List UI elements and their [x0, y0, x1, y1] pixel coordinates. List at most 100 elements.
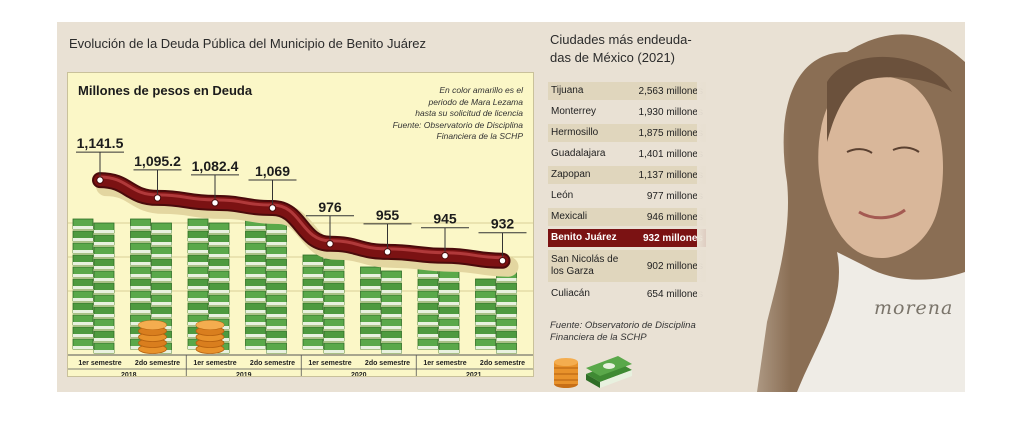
bill-edge: [94, 230, 114, 233]
bill-edge: [94, 326, 114, 329]
bill-edge: [324, 290, 344, 293]
year-label: 2020: [351, 372, 367, 377]
city-name: Hermosillo: [551, 127, 598, 139]
data-label: 1,095.2: [134, 153, 181, 169]
bill-edge: [188, 226, 208, 229]
bill-edge: [476, 310, 496, 313]
city-value: 654 millones: [647, 289, 703, 300]
bill-edge: [131, 310, 151, 313]
bill-edge: [324, 326, 344, 329]
bill-edge: [418, 322, 438, 325]
bill-edge: [73, 226, 93, 229]
data-point: [327, 241, 333, 247]
x-tick-label: 1er semestre: [193, 360, 236, 367]
bill-edge: [131, 262, 151, 265]
bill-edge: [418, 274, 438, 277]
bill-edge: [382, 278, 402, 281]
bill-edge: [497, 278, 517, 281]
bill-edge: [303, 274, 323, 277]
bill-edge: [246, 262, 266, 265]
bill-stack: [246, 219, 287, 353]
bill-stack: [418, 267, 459, 353]
bill-edge: [152, 290, 172, 293]
bill-edge: [209, 242, 229, 245]
bill-edge: [476, 298, 496, 301]
bill-edge: [152, 302, 172, 305]
data-point: [97, 177, 103, 183]
x-tick-label: 2do semestre: [135, 360, 180, 367]
bill-edge: [324, 314, 344, 317]
city-row: Zapopan 1,137 millones: [548, 166, 706, 184]
bill-edge: [439, 326, 459, 329]
morena-logo: morena: [874, 297, 953, 319]
city-name: Guadalajara: [551, 148, 605, 160]
city-value: 946 millones: [647, 212, 703, 223]
bill-edge: [303, 298, 323, 301]
bill-edge: [418, 334, 438, 337]
data-label: 1,082.4: [192, 158, 239, 174]
bill-edge: [152, 278, 172, 281]
bill-edge: [267, 314, 287, 317]
bill-edge: [246, 322, 266, 325]
bill-edge: [303, 346, 323, 349]
x-tick-label: 1er semestre: [308, 360, 351, 367]
bill-edge: [361, 322, 381, 325]
bill-edge: [73, 334, 93, 337]
city-value: 1,875 millones: [639, 128, 703, 139]
bill-edge: [382, 302, 402, 305]
data-point: [154, 195, 160, 201]
bill-edge: [497, 314, 517, 317]
bill-edge: [246, 286, 266, 289]
bill-edge: [361, 286, 381, 289]
bill-edge: [209, 254, 229, 257]
city-row: León 977 millones: [548, 187, 706, 205]
year-label: 2018: [121, 372, 137, 377]
bill-edge: [476, 322, 496, 325]
chart-title: Millones de pesos en Deuda: [78, 83, 252, 98]
bill-edge: [73, 286, 93, 289]
bill-edge: [152, 254, 172, 257]
bill-edge: [188, 286, 208, 289]
bill-edge: [439, 314, 459, 317]
bill-edge: [267, 242, 287, 245]
x-tick-label: 1er semestre: [78, 360, 121, 367]
bill-edge: [497, 290, 517, 293]
city-value: 977 millones: [647, 191, 703, 202]
bill-stack: [303, 255, 344, 353]
data-point: [269, 205, 275, 211]
bill-edge: [418, 298, 438, 301]
bill-edge: [73, 346, 93, 349]
city-value: 2,563 millones: [639, 86, 703, 97]
bill-edge: [188, 238, 208, 241]
bill-edge: [439, 350, 459, 353]
bill-edge: [188, 298, 208, 301]
cities-title: Ciudades más endeuda- das de México (202…: [550, 31, 720, 67]
bill-edge: [188, 310, 208, 313]
bill-edge: [94, 338, 114, 341]
city-value: 1,401 millones: [639, 149, 703, 160]
bill-edge: [382, 290, 402, 293]
bill-edge: [94, 254, 114, 257]
city-row: Monterrey 1,930 millones: [548, 103, 706, 121]
bill-edge: [152, 242, 172, 245]
bill-edge: [267, 230, 287, 233]
bill-edge: [94, 350, 114, 353]
money-illustration: [552, 352, 642, 390]
data-label: 932: [491, 216, 515, 232]
bill-edge: [131, 250, 151, 253]
bill-edge: [73, 262, 93, 265]
coin-top: [139, 321, 167, 330]
bill-edge: [209, 230, 229, 233]
bill-edge: [267, 326, 287, 329]
city-name: Tijuana: [551, 85, 583, 97]
bill-edge: [94, 278, 114, 281]
bill-edge: [267, 254, 287, 257]
chart-note-line: En color amarillo es el: [338, 85, 523, 97]
coin-top: [196, 321, 224, 330]
bill-edge: [303, 310, 323, 313]
city-row: Hermosillo 1,875 millones: [548, 124, 706, 142]
bill-edge: [267, 278, 287, 281]
bill-edge: [73, 322, 93, 325]
city-value: 932 millones: [643, 233, 703, 244]
city-name: León: [551, 190, 573, 202]
